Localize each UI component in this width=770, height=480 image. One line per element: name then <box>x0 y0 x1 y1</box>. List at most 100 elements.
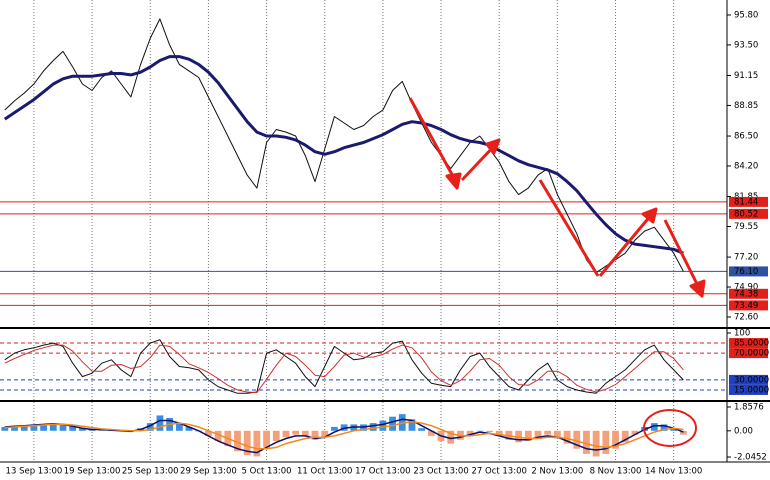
histogram-bar <box>447 430 455 444</box>
x-tick-label: 5 Oct 13:00 <box>242 467 292 477</box>
level-label: 30.0000 <box>734 375 769 385</box>
histogram-bar <box>418 428 426 431</box>
series-line <box>4 18 684 274</box>
y-tick-label: -2.0452 <box>734 452 767 462</box>
histogram-bar <box>670 428 678 431</box>
histogram-bar <box>583 430 590 454</box>
histogram-bar <box>146 423 154 431</box>
series-line <box>3 55 684 255</box>
histogram-bar <box>40 424 48 431</box>
y-tick-label: 84.20 <box>734 161 758 171</box>
histogram-bar <box>272 430 280 442</box>
x-tick-label: 29 Sep 13:00 <box>180 467 237 477</box>
x-tick-label: 13 Sep 13:00 <box>6 467 63 477</box>
y-tick-label: 1.8576 <box>734 403 764 413</box>
y-tick-label: 79.55 <box>734 222 758 232</box>
histogram-bar <box>563 430 571 444</box>
histogram-bar <box>466 430 474 435</box>
histogram-bar <box>621 430 629 443</box>
level-label-box <box>729 384 768 395</box>
histogram-bar <box>389 416 396 431</box>
arrowhead <box>485 138 501 155</box>
level-label-box <box>729 374 768 385</box>
frame <box>0 0 770 463</box>
series-line <box>4 344 684 394</box>
level-label-box <box>729 338 768 349</box>
level-label-box <box>729 196 768 207</box>
x-tick-label: 23 Oct 13:00 <box>413 467 468 477</box>
histogram-bar <box>11 426 18 431</box>
histogram-bar <box>592 430 600 457</box>
histogram-bar <box>292 430 300 435</box>
histogram-bar <box>573 430 581 449</box>
histogram-bar <box>311 430 319 440</box>
arrow <box>663 219 701 289</box>
arrowhead <box>445 172 462 190</box>
histogram-bar <box>486 430 493 433</box>
y-tick-label: 77.20 <box>734 253 758 263</box>
x-tick-label: 11 Oct 13:00 <box>297 467 352 477</box>
x-tick-label: 14 Nov 13:00 <box>645 467 702 477</box>
level-label: 70.0000 <box>734 349 769 359</box>
histogram-bar <box>282 430 290 438</box>
histogram-bar <box>20 425 28 431</box>
histogram-bar <box>660 424 668 431</box>
series-line <box>4 339 684 394</box>
arrow <box>598 213 654 277</box>
histogram-bar <box>321 430 329 438</box>
series-line <box>4 421 684 450</box>
y-tick-label: 74.90 <box>734 283 758 293</box>
y-tick-label: 0.00 <box>734 426 753 436</box>
histogram-bar <box>59 423 67 431</box>
histogram-bar <box>234 430 241 452</box>
arrow <box>460 143 497 182</box>
level-label: 85.0000 <box>734 339 769 349</box>
y-tick-label: 72.60 <box>734 312 758 322</box>
level-label: 81.44 <box>734 197 758 207</box>
histogram-bar <box>1 426 9 431</box>
histogram-bar <box>69 425 77 431</box>
histogram-bar <box>379 420 387 431</box>
x-tick-label: 19 Sep 13:00 <box>64 467 121 477</box>
histogram-bar <box>263 430 270 448</box>
arrow <box>538 179 600 277</box>
histogram-bar <box>243 430 251 456</box>
y-tick-label: 86.50 <box>734 132 758 142</box>
histogram-bar <box>49 423 57 431</box>
level-label-box <box>729 348 768 359</box>
level-label: 73.49 <box>734 301 758 311</box>
arrowhead <box>689 279 706 298</box>
y-tick-label: 91.15 <box>734 71 758 81</box>
histogram-bar <box>301 430 309 436</box>
x-tick-label: 17 Oct 13:00 <box>355 467 410 477</box>
histogram-bar <box>214 430 222 442</box>
level-label-box <box>729 300 768 311</box>
level-label: 74.38 <box>734 289 758 299</box>
x-tick-label: 8 Nov 13:00 <box>590 467 642 477</box>
histogram-bar <box>30 425 38 431</box>
histogram-bar <box>534 430 542 438</box>
histogram-bar <box>331 426 338 431</box>
histogram-bar <box>408 419 416 431</box>
y-tick-label: 100 <box>734 329 750 339</box>
histogram-bar <box>427 430 435 436</box>
level-label-box <box>729 266 768 277</box>
histogram-bar <box>612 430 619 449</box>
y-tick-label: 93.50 <box>734 40 758 50</box>
histogram-bar <box>524 430 532 442</box>
histogram-bar <box>553 430 561 439</box>
y-tick-label: 95.80 <box>734 10 758 20</box>
level-label-box <box>729 288 768 299</box>
y-tick-label: 88.85 <box>734 101 758 111</box>
level-label: 76.10 <box>734 267 758 277</box>
x-tick-label: 25 Sep 13:00 <box>122 467 179 477</box>
x-tick-label: 27 Oct 13:00 <box>471 467 526 477</box>
level-label: 80.52 <box>734 209 758 219</box>
histogram-bar <box>602 430 610 454</box>
arrowhead <box>641 207 658 224</box>
level-label-box <box>729 208 768 219</box>
histogram-bar <box>205 430 212 436</box>
level-label: 15.0000 <box>734 385 769 395</box>
